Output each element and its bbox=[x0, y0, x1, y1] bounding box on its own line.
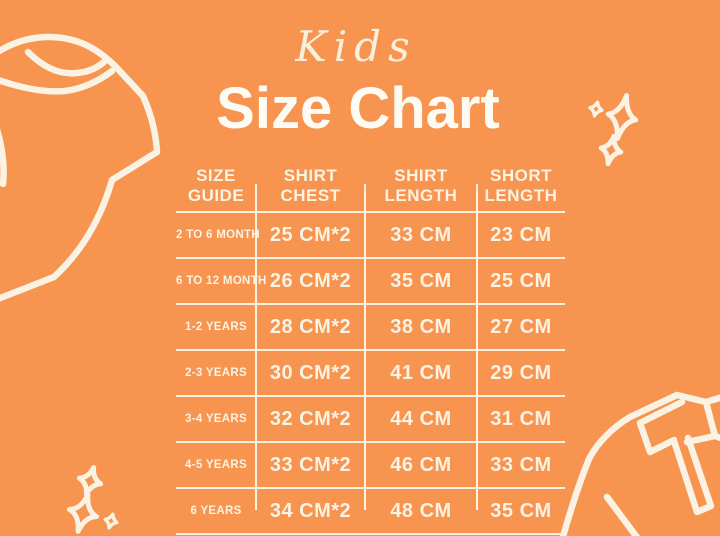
size-guide-cell: 1-2 YEARS bbox=[185, 321, 247, 333]
title-script: Kids bbox=[295, 22, 417, 71]
header-short-length: SHORT LENGTH bbox=[484, 166, 558, 205]
shirt-length-cell: 46 CM bbox=[390, 453, 452, 476]
short-length-cell: 35 CM bbox=[490, 499, 552, 522]
shirt-chest-cell: 32 CM*2 bbox=[269, 407, 352, 430]
sparkles-icon bbox=[66, 464, 119, 534]
shirt-length-cell: 33 CM bbox=[390, 223, 452, 246]
table-row: 4-5 YEARS 33 CM*2 46 CM 33 CM bbox=[176, 443, 565, 489]
shirt-length-cell: 41 CM bbox=[390, 361, 452, 384]
column-divider bbox=[255, 184, 257, 510]
header-shirt-length: SHIRT LENGTH bbox=[384, 166, 458, 205]
size-guide-cell: 2-3 YEARS bbox=[185, 367, 247, 379]
shirt-length-cell: 48 CM bbox=[390, 499, 452, 522]
shirt-chest-cell: 26 CM*2 bbox=[269, 269, 352, 292]
table-row: 1-2 YEARS 28 CM*2 38 CM 27 CM bbox=[176, 305, 565, 351]
tshirt-icon bbox=[0, 33, 161, 302]
shirt-chest-cell: 25 CM*2 bbox=[269, 223, 352, 246]
shirt-chest-cell: 33 CM*2 bbox=[269, 453, 352, 476]
page-title: Size Chart bbox=[216, 76, 500, 141]
short-length-cell: 23 CM bbox=[490, 223, 552, 246]
shirt-chest-cell: 30 CM*2 bbox=[269, 361, 352, 384]
header-shirt-chest: SHIRT CHEST bbox=[280, 166, 341, 205]
column-divider bbox=[476, 184, 478, 510]
table-row: 2-3 YEARS 30 CM*2 41 CM 29 CM bbox=[176, 351, 565, 397]
shirt-length-cell: 35 CM bbox=[390, 269, 452, 292]
shirt-length-cell: 38 CM bbox=[390, 315, 452, 338]
polo-shirt-icon bbox=[559, 391, 720, 536]
table-row: 2 TO 6 MONTH 25 CM*2 33 CM 23 CM bbox=[176, 213, 565, 259]
shirt-chest-cell: 34 CM*2 bbox=[269, 499, 352, 522]
table-row: 6 TO 12 MONTH 26 CM*2 35 CM 25 CM bbox=[176, 259, 565, 305]
size-guide-cell: 6 YEARS bbox=[190, 505, 242, 517]
table-row: 3-4 YEARS 32 CM*2 44 CM 31 CM bbox=[176, 397, 565, 443]
size-guide-cell: 3-4 YEARS bbox=[185, 413, 247, 425]
short-length-cell: 25 CM bbox=[490, 269, 552, 292]
table-row: 6 YEARS 34 CM*2 48 CM 35 CM bbox=[176, 489, 565, 535]
short-length-cell: 29 CM bbox=[490, 361, 552, 384]
column-divider bbox=[364, 184, 366, 510]
size-guide-cell: 6 TO 12 MONTH bbox=[176, 275, 267, 287]
short-length-cell: 31 CM bbox=[490, 407, 552, 430]
short-length-cell: 33 CM bbox=[490, 453, 552, 476]
shirt-chest-cell: 28 CM*2 bbox=[269, 315, 352, 338]
short-length-cell: 27 CM bbox=[490, 315, 552, 338]
size-guide-cell: 2 TO 6 MONTH bbox=[176, 229, 260, 241]
table-header-row: SIZE GUIDE SHIRT CHEST SHIRT LENGTH SHOR… bbox=[176, 164, 565, 213]
header-size-guide: SIZE GUIDE bbox=[187, 166, 245, 205]
size-guide-cell: 4-5 YEARS bbox=[185, 459, 247, 471]
size-table: SIZE GUIDE SHIRT CHEST SHIRT LENGTH SHOR… bbox=[176, 164, 565, 535]
shirt-length-cell: 44 CM bbox=[390, 407, 452, 430]
